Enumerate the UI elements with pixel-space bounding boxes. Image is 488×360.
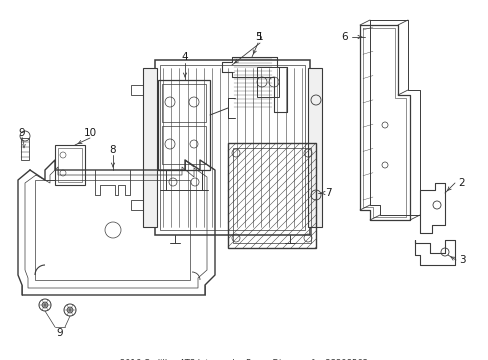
Text: 3: 3 (458, 255, 465, 265)
Bar (21, 138, 29, 160)
Bar (155, 60, 309, 235)
Bar (55, 145, 85, 185)
Bar (158, 80, 209, 170)
Text: 2: 2 (458, 178, 465, 188)
Text: 5: 5 (254, 32, 261, 42)
Bar (162, 126, 205, 164)
Bar (162, 84, 205, 122)
Text: 8: 8 (109, 145, 116, 155)
Text: 10: 10 (83, 128, 96, 138)
Text: 9: 9 (57, 328, 63, 338)
Circle shape (67, 307, 73, 313)
Bar (232, 148, 310, 243)
Bar (257, 67, 279, 97)
Circle shape (42, 302, 48, 308)
Bar (131, 200, 142, 210)
Bar (227, 143, 315, 248)
Text: 4: 4 (182, 52, 188, 62)
Text: 7: 7 (324, 188, 331, 198)
Bar (35, 180, 190, 280)
Bar (307, 68, 321, 227)
Text: 6: 6 (341, 32, 347, 42)
Bar (58, 148, 82, 182)
Text: 2016 Cadillac ATS Intercooler Pump Diagram for 23298563: 2016 Cadillac ATS Intercooler Pump Diagr… (120, 359, 367, 360)
Text: 9: 9 (19, 128, 25, 138)
Bar (131, 85, 142, 95)
Bar (142, 68, 157, 227)
Text: 1: 1 (256, 32, 263, 42)
Bar (160, 65, 305, 230)
